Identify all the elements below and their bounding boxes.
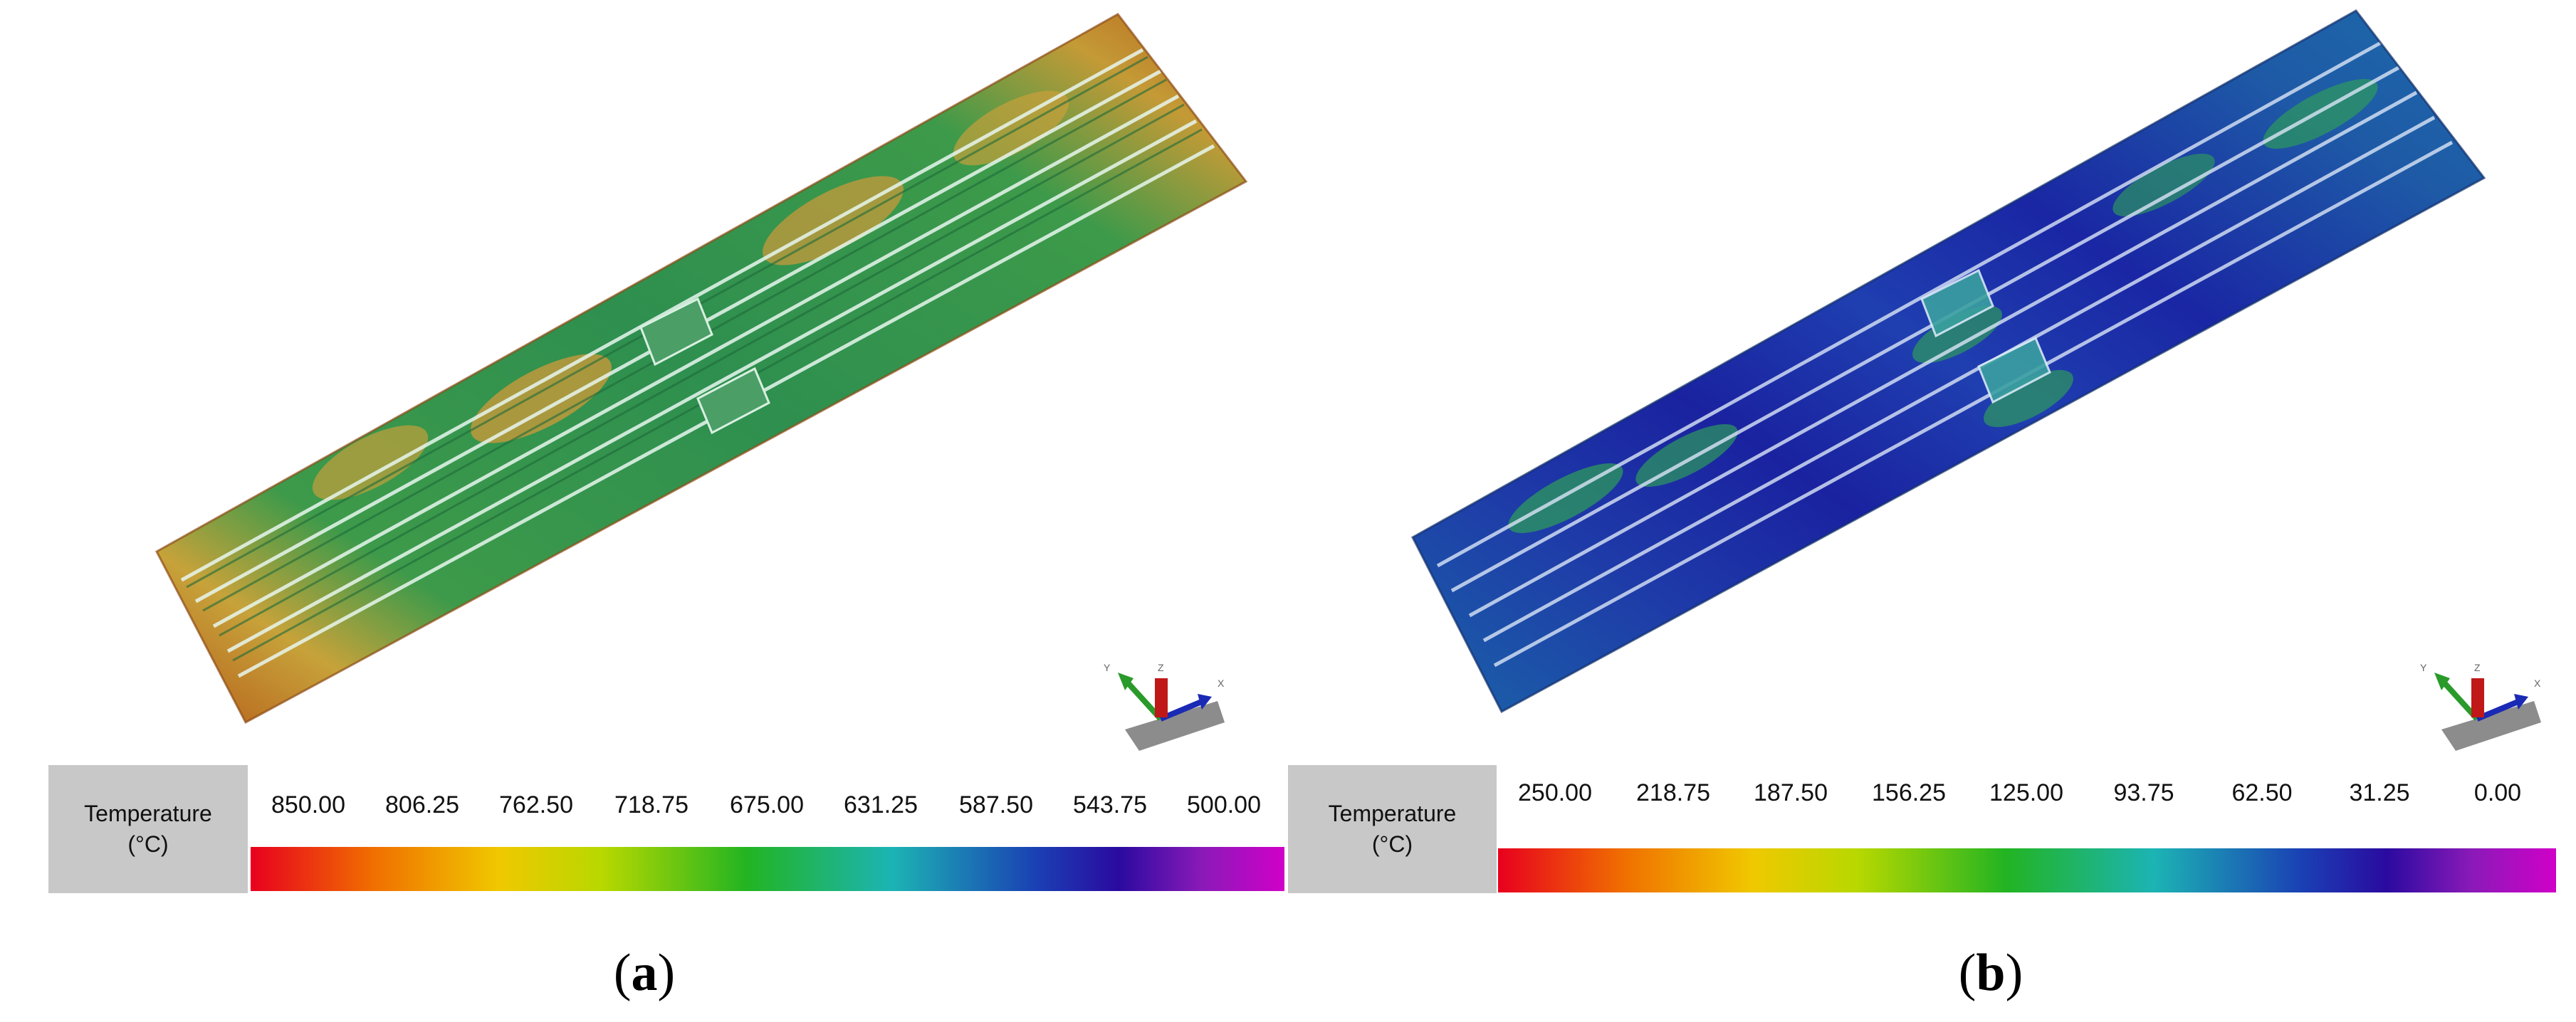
fe-model-temperature-plot-b	[1411, 9, 2486, 714]
legend-tick: 62.50	[2231, 779, 2293, 806]
legend-tick: 31.25	[2349, 779, 2410, 806]
legend-tick: 675.00	[730, 791, 804, 818]
axis-triad-icon: Y Z X	[2420, 662, 2541, 751]
svg-text:Z: Z	[1158, 662, 1164, 673]
legend-title-line2: (°C)	[127, 831, 169, 857]
svg-text:Y: Y	[2420, 662, 2427, 673]
legend-tick: 93.75	[2113, 779, 2174, 806]
panel-a: Y Z X Temperature (°C) 850.00 806.25 762…	[48, 13, 1284, 1002]
legend-tick: 850.00	[271, 791, 345, 818]
legend-title-line1: Temperature	[1328, 800, 1457, 826]
svg-text:X: X	[2534, 678, 2541, 689]
legend-title-line2: (°C)	[1371, 831, 1413, 857]
temperature-colorbar	[1498, 848, 2556, 892]
legend-tick: 806.25	[385, 791, 459, 818]
legend-tick: 250.00	[1518, 779, 1592, 806]
legend-title-line1: Temperature	[84, 800, 212, 826]
legend-tick: 0.00	[2473, 779, 2522, 806]
legend-tick: 762.50	[499, 791, 573, 818]
panel-b: Y Z X Temperature (°C) 250.00 218.75 187…	[1288, 0, 2576, 1022]
legend-tick: 718.75	[614, 791, 688, 818]
panel-caption: (a)	[613, 944, 676, 1002]
legend-title-box: Temperature (°C)	[48, 765, 248, 893]
legend-tick: 500.00	[1187, 791, 1261, 818]
strip-surface	[1413, 11, 2484, 712]
legend-tick: 156.25	[1872, 779, 1946, 806]
svg-text:X: X	[1218, 678, 1225, 689]
legend-tick: 543.75	[1073, 791, 1147, 818]
fe-model-temperature-plot-a	[155, 13, 1248, 725]
legend-tick: 125.00	[1989, 779, 2063, 806]
legend-tick: 187.50	[1754, 779, 1828, 806]
legend-tick: 631.25	[844, 791, 918, 818]
strip-surface	[157, 14, 1246, 722]
panel-caption: (b)	[1958, 944, 2023, 1002]
svg-text:Y: Y	[1104, 662, 1111, 673]
axis-triad-icon: Y Z X	[1104, 662, 1225, 751]
legend-tick: 587.50	[959, 791, 1033, 818]
legend-title-box: Temperature (°C)	[1288, 765, 1497, 893]
svg-text:Z: Z	[2474, 662, 2481, 673]
legend-tick: 218.75	[1636, 779, 1710, 806]
temperature-colorbar	[251, 847, 1284, 891]
